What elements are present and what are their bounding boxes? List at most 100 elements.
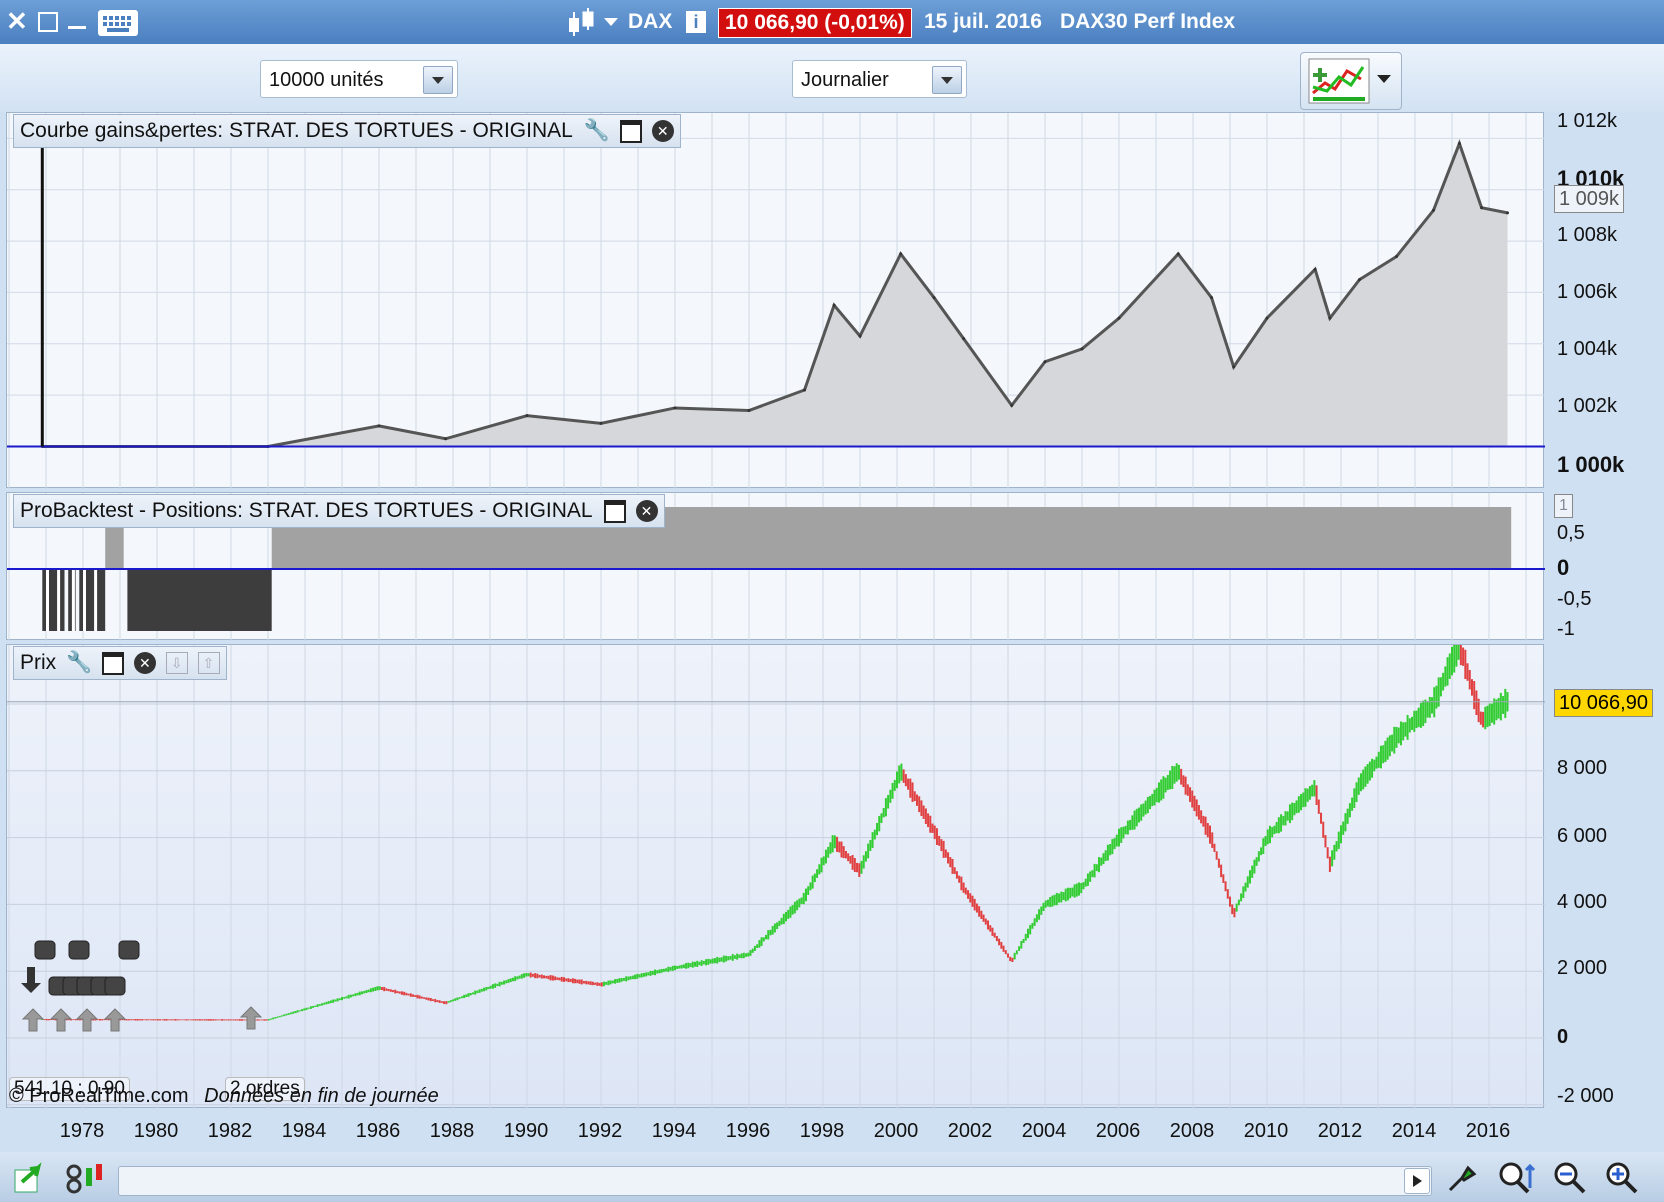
chevron-down-icon[interactable] (932, 66, 962, 94)
equity-point (1313, 267, 1317, 271)
equity-point (1432, 208, 1435, 212)
y-tick-price-6000: 6 000 (1557, 825, 1608, 847)
maximize-icon[interactable] (38, 12, 58, 32)
y-tick-positions-minus-1: -1 (1557, 618, 1575, 640)
equity-point (747, 409, 751, 413)
order-label-1-text: 541.10 : 0.90 (14, 1078, 125, 1099)
y-tick-equity-1000k: 1 000k (1557, 452, 1625, 477)
equity-point (932, 296, 936, 300)
equity-point (832, 303, 836, 307)
positions-panel: ProBacktest - Positions: STRAT. DES TORT… (6, 492, 1545, 641)
quote-date: 15 juil. 2016 (924, 10, 1042, 33)
horizontal-scrollbar[interactable] (118, 1166, 1432, 1196)
close-icon[interactable]: ✕ (6, 6, 28, 36)
price-chart (7, 645, 1545, 1109)
equity-current-value: 1 009k (1554, 185, 1625, 213)
y-tick-equity-1008k: 1 008k (1557, 224, 1618, 246)
window-icon[interactable] (102, 651, 125, 675)
chevron-down-icon[interactable] (604, 18, 618, 26)
period-select[interactable]: Journalier (792, 60, 967, 98)
equity-point (1176, 252, 1180, 256)
buy-arrow-icon (49, 1008, 73, 1032)
y-tick-equity-1006k: 1 006k (1557, 281, 1618, 303)
chevron-down-icon[interactable] (423, 66, 453, 94)
order-label-1[interactable]: 541.10 : 0.90 (9, 1077, 130, 1101)
equity-point (1043, 360, 1047, 364)
close-panel-icon[interactable]: ✕ (635, 500, 658, 523)
equity-point (858, 334, 862, 338)
data-footer: © ProRealTime.com Données en fin de jour… (9, 1085, 439, 1108)
x-tick-label: 2014 (1391, 1120, 1437, 1142)
y-tick-positions-1: 1 (1554, 494, 1573, 518)
position-gap (46, 569, 49, 631)
sell-arrow-icon (21, 967, 41, 993)
x-tick-label: 1984 (281, 1120, 327, 1142)
x-tick-label: 2010 (1243, 1120, 1289, 1142)
candlestick-icon[interactable] (565, 8, 597, 43)
equity-panel-title: Courbe gains&pertes: STRAT. DES TORTUES … (20, 119, 573, 142)
data-note: Données en fin de journée (204, 1085, 439, 1107)
window-icon[interactable] (603, 499, 626, 523)
crosshair-tool-icon[interactable] (1444, 1160, 1480, 1201)
scroll-right-button[interactable] (1404, 1168, 1430, 1194)
order-marker (68, 940, 90, 960)
equity-panel-label: Courbe gains&pertes: STRAT. DES TORTUES … (13, 114, 681, 148)
watermark: © ProRealTime.com (9, 1085, 189, 1107)
short-position-bar (42, 569, 65, 631)
equity-point (1080, 347, 1084, 351)
y-tick-price-4000: 4 000 (1557, 891, 1608, 913)
y-tick-price-2000: 2 000 (1557, 957, 1608, 979)
equity-point (899, 252, 903, 256)
y-tick-price-8000: 8 000 (1557, 757, 1608, 779)
close-panel-icon[interactable]: ✕ (133, 652, 156, 675)
order-label-2-text: 2 ordres (230, 1078, 300, 1099)
add-indicator-button[interactable] (1300, 52, 1402, 110)
current-price-badge: 10 066,90 (1554, 689, 1653, 717)
window-icon[interactable] (619, 119, 642, 143)
y-tick-positions-minus-0.5: -0,5 (1557, 588, 1592, 610)
buy-arrow-icon (75, 1008, 99, 1032)
positions-panel-title: ProBacktest - Positions: STRAT. DES TORT… (20, 499, 592, 522)
equity-area (42, 143, 1508, 447)
x-tick-label: 2004 (1021, 1120, 1067, 1142)
move-up-icon[interactable]: ⇧ (197, 652, 220, 675)
x-tick-label: 1978 (59, 1120, 105, 1142)
units-select[interactable]: 10000 unités (260, 60, 458, 98)
zoom-in-icon[interactable] (1604, 1160, 1640, 1201)
minimize-icon[interactable] (68, 26, 86, 29)
equity-point (1457, 142, 1461, 146)
order-marker (34, 940, 56, 960)
equity-point (1480, 206, 1484, 210)
equity-point (1358, 278, 1361, 282)
close-panel-icon[interactable]: ✕ (651, 120, 674, 143)
info-icon[interactable]: i (686, 11, 706, 33)
y-tick-equity-1004k: 1 004k (1557, 338, 1618, 360)
ticker-symbol: DAX (628, 10, 673, 33)
y-tick-positions-0: 0 (1557, 555, 1570, 580)
y-tick-price-0: 0 (1557, 1026, 1569, 1048)
zoom-out-icon[interactable] (1552, 1160, 1588, 1201)
equity-point (599, 421, 603, 425)
x-tick-label: 1994 (651, 1120, 697, 1142)
keyboard-icon[interactable] (98, 10, 138, 36)
equity-point (1010, 403, 1014, 407)
chart-style-icon[interactable] (64, 1160, 112, 1196)
equity-point (1210, 296, 1213, 300)
price-change-badge: 10 066,90 (-0,01%) (718, 8, 912, 38)
zoom-fit-icon[interactable] (1496, 1160, 1536, 1201)
short-position-bar (127, 569, 272, 631)
x-tick-label: 1990 (503, 1120, 549, 1142)
x-tick-label: 1988 (429, 1120, 475, 1142)
units-select-value: 10000 unités (269, 69, 384, 91)
positions-panel-label: ProBacktest - Positions: STRAT. DES TORT… (13, 494, 665, 528)
order-marker (104, 976, 126, 996)
move-down-icon[interactable]: ⇩ (165, 652, 188, 675)
order-label-2[interactable]: 2 ordres (225, 1077, 305, 1101)
y-tick-positions-0.5: 0,5 (1557, 522, 1585, 544)
export-icon[interactable] (12, 1160, 48, 1196)
equity-point (1506, 211, 1509, 215)
y-tick-price-minus-2000: -2 000 (1557, 1085, 1614, 1107)
period-select-value: Journalier (801, 69, 889, 91)
wrench-icon[interactable]: 🔧 (66, 651, 93, 674)
wrench-icon[interactable]: 🔧 (583, 119, 611, 142)
